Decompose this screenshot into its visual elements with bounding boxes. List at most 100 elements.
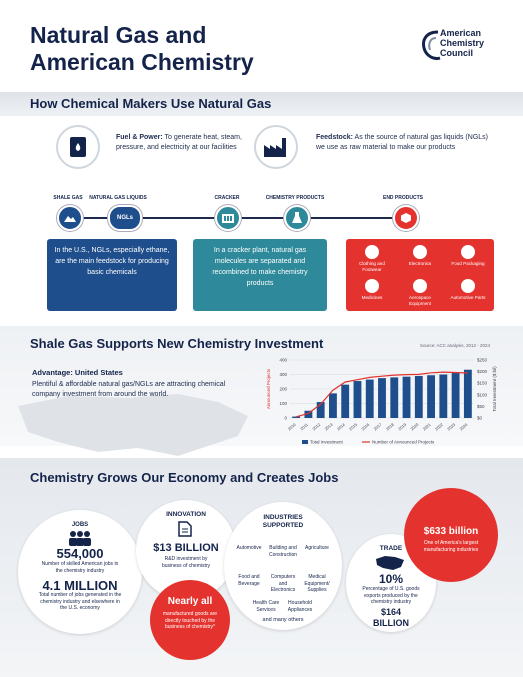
x-tick-label: 2016 [360,421,371,431]
section1-band [0,92,523,116]
left-tick-label: 200 [279,387,287,392]
section2-heading: Shale Gas Supports New Chemistry Investm… [30,336,324,351]
aerospace-label: Aerospace Equipment [409,295,431,306]
nearly-all-title: Nearly all [167,596,213,607]
shale-gas-icon [57,205,83,231]
bar-2020 [414,375,423,418]
jobs-total-text: Total number of jobs generated in the ch… [38,592,122,611]
cracker-info-box: In a cracker plant, natural gas molecule… [193,239,327,311]
jobs-text: Number of skilled American jobs in the c… [41,561,119,574]
bar-2023 [451,373,460,418]
left-tick-label: 0 [284,416,287,421]
bar-2013 [329,393,337,418]
jobs-label: JOBS [71,522,89,528]
stage-end-products: END PRODUCTS [382,195,423,201]
food-packaging-label: Food Packaging [451,261,485,266]
wheel-icon [461,279,475,293]
innovation-value: $13 BILLION [153,542,219,554]
ngl-info-box: In the U.S., NGLs, especially ethane, ar… [47,239,177,311]
bar-2024 [463,369,472,418]
phone-icon [413,245,427,259]
industry-computers: Computers and Electronics [270,574,296,593]
logo-line-2: Chemistry [440,38,485,48]
logo-mark-icon [422,30,441,60]
end-product-food-packaging: Food Packaging [446,245,490,267]
factory-icon [264,138,286,157]
feedstock-bold: Feedstock: [316,134,353,141]
trade-value: $164 BILLION [373,607,409,628]
industry-food: Food and Beverage [238,574,260,587]
end-product-clothing: Clothing and Footwear [350,245,394,273]
end-product-automotive: Automotive Parts [446,279,490,301]
trade-text: Percentage of U.S. goods exports produce… [362,586,420,605]
bar-2019 [402,376,411,418]
fuel-text: To generate heat, steam, pressure, and e… [116,134,242,151]
jobs-circle [18,510,142,634]
industry-automotive: Automotive [236,545,262,551]
ngl-badge: NGLs [108,205,142,231]
us-map-silhouette [18,394,248,456]
end-product-electronics: Electronics [398,245,442,267]
industry-building: Building and Construction [268,545,298,558]
industries-circle [224,502,342,630]
right-tick-label: $50 [477,404,485,409]
x-tick-label: 2014 [336,421,347,431]
people-icon [69,531,91,546]
industry-medical: Medical Equipment/ Supplies [304,574,330,593]
jobs-total: 4.1 MILLION [42,578,118,593]
left-tick-label: 100 [279,401,287,406]
trade-label: TRADE [379,545,403,552]
industries-label: INDUSTRIES SUPPORTED [262,514,304,529]
nearly-all-circle [150,580,230,660]
title-line-1: Natural Gas and [30,22,207,48]
us-map-icon [376,556,404,570]
fuel-bold: Fuel & Power: [116,134,163,141]
big-value-circle [404,488,498,582]
industry-agriculture: Agriculture [305,545,329,551]
fuel-icon-circle [56,125,100,169]
logo-line-1: American [440,28,482,38]
big-value-text: One of America's largest manufacturing i… [423,540,479,553]
electronics-label: Electronics [408,261,432,266]
x-tick-label: 2012 [311,421,322,431]
medicines-label: Medicines [361,295,383,300]
oil-drum-icon [70,137,86,157]
right-tick-label: $0 [477,416,483,421]
x-tick-label: 2010 [287,421,298,431]
bar-2010 [292,416,301,418]
legend-label-investment: Total Investment [310,440,344,445]
logo-line-3: Council [440,48,473,58]
stage-ngl: NATURAL GAS LIQUIDS [89,195,147,201]
innovation-text: R&D investment by business of chemistry [161,556,211,569]
trade-pct: 10% [378,572,404,586]
x-tick-label: 2020 [409,421,420,431]
y-axis-label-left: Announced Projects [266,368,271,409]
end-products-box: Clothing and Footwear Electronics Food P… [346,239,494,311]
x-tick-label: 2013 [324,421,335,431]
title-line-2: American Chemistry [30,49,254,75]
feedstock-icon-circle [254,125,298,169]
acc-logo: American Chemistry Council [420,26,512,70]
industry-health: Health Care Services [252,600,280,613]
plane-icon [413,279,427,293]
x-tick-label: 2021 [422,421,433,431]
x-tick-label: 2022 [434,421,445,431]
shirt-icon [365,245,379,259]
stage-shale-gas: SHALE GAS [53,195,83,201]
bar-2022 [439,374,448,418]
x-tick-label: 2017 [373,421,384,431]
industry-household: Household Appliances [287,600,313,613]
stage-chemistry-products: CHEMISTRY PRODUCTS [265,195,325,201]
stage-cracker: CRACKER [214,195,240,201]
end-product-medicines: Medicines [350,279,394,301]
jobs-value: 554,000 [56,546,104,561]
chart-source: Source: ACC analysis, 2012 - 2024 [420,343,491,348]
x-tick-label: 2019 [397,421,408,431]
right-tick-label: $200 [477,369,488,374]
cube-icon [393,205,419,231]
innovation-label: INNOVATION [166,511,206,518]
legend-swatch-investment [302,440,308,444]
y-axis-label-right: Total Investment ($ bil) [492,366,497,412]
left-tick-label: 300 [279,372,287,377]
x-tick-label: 2011 [299,421,309,431]
